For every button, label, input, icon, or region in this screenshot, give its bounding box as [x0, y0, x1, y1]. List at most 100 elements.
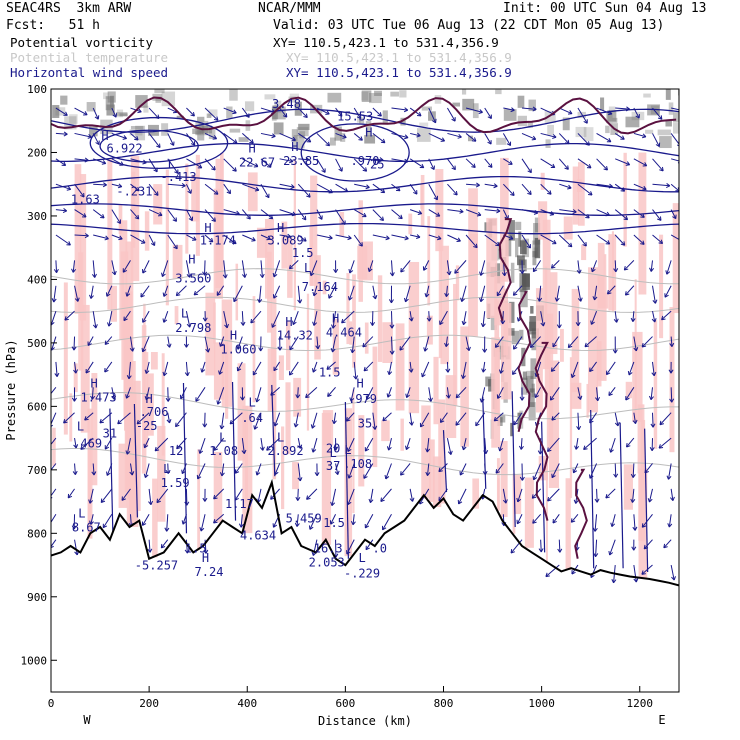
wind-vector-head: [341, 220, 346, 225]
contour-label: H: [365, 126, 372, 140]
wind-vector: [633, 209, 645, 218]
wind-vector-head: [87, 341, 92, 346]
wind-vector: [148, 539, 151, 553]
wind-vector: [80, 437, 94, 450]
wind-vector: [366, 387, 374, 400]
wind-vector-head: [61, 161, 67, 166]
wind-vector: [428, 158, 435, 170]
wind-vector-head: [583, 445, 588, 450]
wind-vector-head: [419, 163, 425, 169]
wind-vector: [428, 183, 438, 201]
pv-positive-streak: [153, 184, 163, 225]
wind-vector-head: [219, 425, 225, 430]
wind-vector-head: [603, 165, 608, 171]
wind-vector: [615, 158, 630, 166]
pv-shade-cell: [192, 128, 204, 135]
wind-vector: [270, 488, 281, 500]
pv-shade-cell: [534, 217, 540, 233]
pv-shade-cell: [490, 315, 498, 331]
wind-vector-head: [240, 321, 246, 326]
wind-vector: [289, 361, 299, 376]
wind-vector-head: [623, 215, 629, 221]
wind-vector: [51, 488, 57, 497]
wind-vector-head: [475, 182, 480, 188]
pv-positive-streak: [500, 157, 509, 282]
wind-vector: [532, 260, 542, 273]
pv-positive-streak: [497, 478, 500, 511]
wind-vector: [372, 183, 385, 194]
wind-vector-head: [273, 422, 279, 427]
wind-vector-head: [658, 239, 664, 245]
wind-vector-head: [547, 447, 552, 452]
wind-vector: [201, 361, 206, 373]
pv-shade-cell: [197, 116, 205, 122]
pv-contour: [534, 341, 549, 521]
wind-vector-head: [635, 114, 640, 119]
wind-vector: [111, 183, 122, 188]
pv-shade-cell: [605, 125, 610, 134]
pv-positive-streak: [608, 234, 617, 311]
wind-vector: [353, 133, 363, 141]
pv-positive-streak: [272, 362, 277, 480]
pv-shade-cell: [176, 115, 184, 120]
wind-vector-head: [358, 242, 363, 247]
wind-vector: [484, 133, 492, 145]
wind-vector: [614, 463, 617, 478]
wind-vector-head: [343, 187, 349, 192]
wind-vector: [442, 430, 448, 493]
wind-vector: [223, 158, 237, 172]
wind-vector: [51, 437, 57, 446]
wind-vector-head: [123, 316, 128, 322]
wind-vector: [455, 386, 467, 399]
wind-vector-head: [605, 370, 611, 376]
wind-vector-head: [444, 342, 450, 348]
wind-vector-head: [428, 397, 433, 402]
wind-vector: [156, 488, 169, 504]
wind-vector-head: [641, 343, 647, 348]
wind-vector: [614, 183, 625, 192]
wind-vector-head: [567, 110, 573, 115]
wind-vector: [670, 183, 679, 192]
wind-vector-head: [425, 448, 431, 453]
wind-vector: [242, 158, 259, 168]
wind-vector: [446, 361, 449, 373]
wind-vector: [349, 260, 355, 274]
wind-vector-head: [479, 271, 484, 276]
wind-vector-head: [236, 345, 242, 350]
wind-vector-head: [666, 475, 672, 480]
wind-vector: [55, 183, 71, 190]
wind-vector-head: [433, 195, 438, 201]
wind-vector-head: [54, 372, 60, 377]
wind-vector: [129, 336, 134, 352]
wind-vector: [144, 463, 150, 478]
wind-vector-head: [346, 447, 352, 453]
wind-vector: [186, 158, 203, 169]
wind-vector: [596, 158, 608, 171]
pv-shade-cell: [89, 126, 98, 137]
wind-vector: [167, 107, 178, 113]
wind-vector-head: [577, 297, 583, 302]
pv-positive-streak: [625, 381, 633, 399]
wind-vector-head: [669, 398, 675, 403]
pv-shade-cell: [515, 238, 519, 258]
wind-vector: [633, 234, 645, 245]
wind-vector-head: [438, 467, 443, 473]
wind-vector: [664, 285, 672, 298]
wind-vector: [670, 387, 673, 403]
wind-vector-head: [330, 501, 336, 506]
pv-positive-streak: [535, 288, 543, 413]
wind-vector: [484, 209, 501, 212]
wind-vector-head: [252, 371, 258, 376]
wind-vector-head: [363, 474, 368, 479]
wind-vector: [279, 132, 296, 141]
wind-vector: [540, 234, 557, 245]
wind-vector: [428, 132, 445, 142]
wind-vector: [540, 209, 554, 216]
wind-vector-head: [186, 273, 192, 278]
wind-vector-head: [84, 157, 89, 163]
wind-vector-head: [51, 497, 53, 499]
fcst-label: Fcst: 51 h: [6, 18, 100, 33]
wind-vector-head: [258, 347, 264, 352]
wind-vector-head: [408, 317, 414, 322]
wind-vector-head: [529, 343, 535, 348]
